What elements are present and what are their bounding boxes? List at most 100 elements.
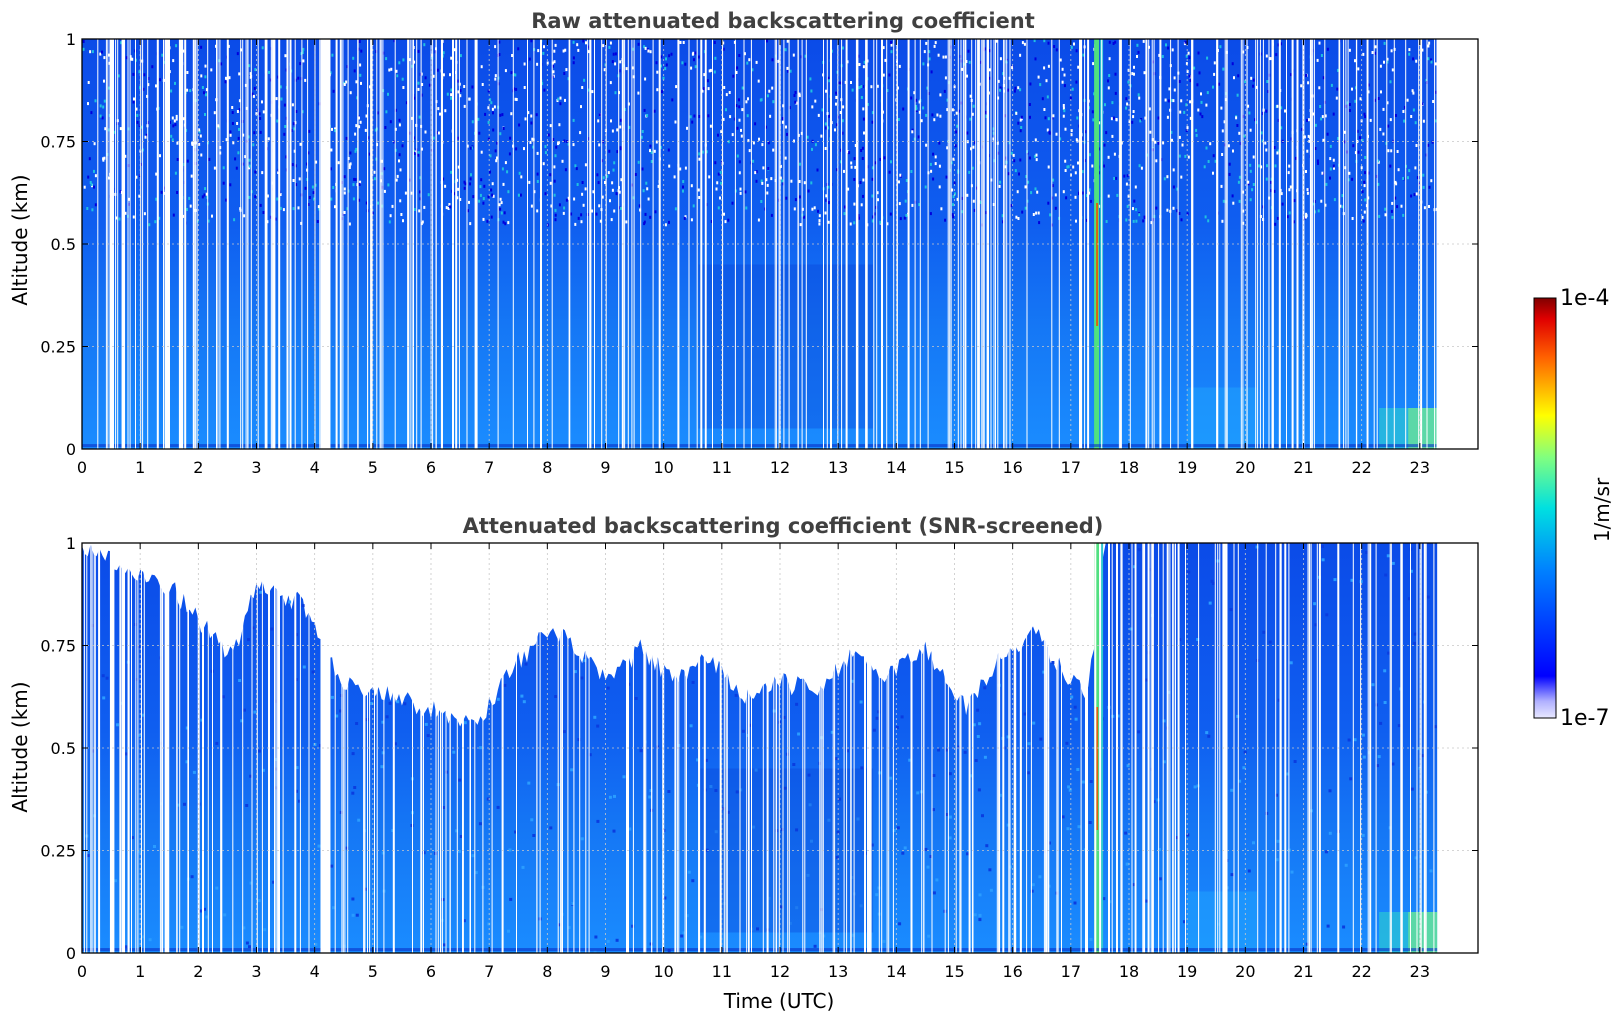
speckle bbox=[1377, 755, 1381, 759]
speckle bbox=[563, 139, 566, 143]
speckle bbox=[1135, 208, 1138, 212]
x-tick-label: 6 bbox=[426, 962, 436, 981]
gap-line bbox=[376, 39, 378, 449]
speckle bbox=[1203, 165, 1206, 169]
speckle bbox=[148, 223, 151, 227]
speckle bbox=[1132, 115, 1135, 119]
speckle bbox=[681, 61, 684, 65]
speckle bbox=[985, 844, 989, 848]
speckle bbox=[385, 110, 388, 114]
speckle bbox=[365, 114, 368, 118]
gap-line bbox=[1061, 543, 1062, 953]
speckle bbox=[976, 708, 980, 712]
speckle bbox=[1020, 126, 1023, 129]
speckle bbox=[1188, 56, 1191, 60]
speckle bbox=[972, 104, 975, 108]
speckle bbox=[825, 198, 828, 202]
speckle bbox=[175, 117, 178, 121]
gap-line bbox=[339, 39, 342, 449]
speckle bbox=[820, 134, 823, 138]
speckle bbox=[1290, 73, 1292, 77]
speckle bbox=[574, 222, 577, 226]
speckle bbox=[1377, 182, 1380, 186]
speckle bbox=[1006, 735, 1010, 739]
speckle bbox=[722, 117, 725, 121]
speckle bbox=[159, 154, 161, 158]
speckle bbox=[554, 154, 557, 158]
speckle bbox=[1178, 80, 1181, 83]
speckle bbox=[708, 175, 711, 179]
speckle bbox=[890, 50, 893, 54]
x-tick-label: 5 bbox=[368, 458, 378, 477]
gap-band bbox=[320, 543, 329, 953]
speckle bbox=[409, 58, 412, 62]
speckle bbox=[1054, 193, 1057, 197]
speckle bbox=[1077, 825, 1081, 829]
speckle bbox=[334, 127, 337, 131]
speckle bbox=[1353, 738, 1357, 742]
speckle bbox=[1223, 120, 1226, 124]
speckle bbox=[480, 150, 483, 154]
speckle bbox=[117, 74, 120, 78]
speckle bbox=[686, 126, 688, 130]
speckle bbox=[401, 144, 404, 148]
speckle bbox=[937, 53, 940, 57]
surface-enhancement bbox=[1408, 408, 1438, 449]
gap-line bbox=[748, 543, 750, 953]
speckle bbox=[417, 153, 420, 157]
speckle bbox=[1133, 65, 1135, 69]
speckle bbox=[1038, 221, 1041, 225]
gap-line bbox=[658, 39, 661, 449]
speckle bbox=[781, 117, 784, 120]
gap-line bbox=[1150, 543, 1152, 953]
gap-line bbox=[445, 543, 447, 953]
colorbar-gradient bbox=[1533, 297, 1557, 719]
speckle bbox=[853, 178, 856, 181]
gap-line bbox=[1009, 39, 1011, 449]
gap-line bbox=[289, 39, 291, 449]
x-tick-labels: 0 1 2 3 4 5 6 7 8 9 10 11 12 13 14 15 16 17 18 19 20 21 22 23 bbox=[77, 543, 1430, 981]
speckle bbox=[1348, 103, 1351, 106]
speckle bbox=[903, 216, 906, 220]
speckle bbox=[536, 172, 539, 176]
speckle bbox=[948, 772, 952, 776]
speckle bbox=[499, 132, 502, 136]
speckle bbox=[243, 214, 246, 218]
x-tick-label: 8 bbox=[542, 962, 552, 981]
speckle bbox=[107, 86, 110, 90]
speckle bbox=[396, 74, 399, 78]
gap-line bbox=[834, 543, 836, 953]
speckle bbox=[1183, 110, 1186, 114]
speckle bbox=[1344, 166, 1347, 170]
speckle bbox=[613, 209, 616, 213]
speckle bbox=[653, 149, 656, 153]
speckle bbox=[1391, 561, 1395, 565]
speckle bbox=[387, 183, 390, 187]
speckle bbox=[835, 855, 839, 859]
speckle bbox=[494, 45, 497, 49]
speckle bbox=[572, 40, 575, 44]
speckle bbox=[1407, 176, 1409, 180]
speckle bbox=[307, 151, 310, 155]
speckle bbox=[937, 748, 941, 752]
gap-line bbox=[1009, 543, 1011, 953]
speckle bbox=[99, 52, 102, 56]
speckle bbox=[877, 710, 881, 714]
speckle bbox=[204, 113, 206, 116]
speckle bbox=[615, 192, 618, 196]
speckle bbox=[93, 142, 96, 146]
speckle bbox=[346, 65, 349, 69]
speckle bbox=[427, 193, 430, 197]
gap-line bbox=[645, 543, 647, 953]
speckle bbox=[915, 105, 918, 108]
speckle bbox=[283, 103, 286, 107]
speckle bbox=[376, 111, 379, 115]
speckle bbox=[188, 196, 191, 200]
speckle bbox=[1364, 156, 1367, 159]
speckle bbox=[1066, 165, 1069, 169]
speckle bbox=[493, 105, 496, 109]
gap-line bbox=[1225, 543, 1227, 953]
speckle bbox=[299, 62, 302, 66]
speckle bbox=[444, 184, 447, 188]
speckle bbox=[917, 135, 920, 139]
